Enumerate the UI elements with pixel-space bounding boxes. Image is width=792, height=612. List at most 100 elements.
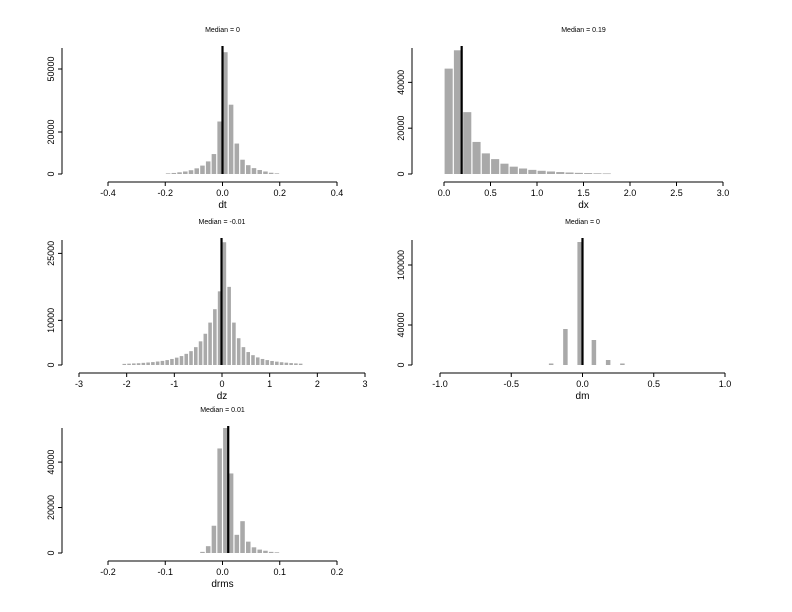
histogram-bar — [444, 68, 453, 174]
histogram-bar — [251, 547, 257, 553]
x-axis-title: dz — [217, 391, 228, 402]
histogram-bar — [205, 161, 211, 174]
x-tick-label: -0.4 — [100, 188, 116, 198]
histogram-bar — [265, 360, 270, 365]
histogram-bar — [183, 171, 188, 174]
x-axis-title: drms — [211, 579, 233, 590]
x-tick-label: 1.0 — [719, 379, 732, 389]
histogram-bar — [472, 141, 481, 174]
y-tick-label: 25000 — [46, 241, 56, 266]
x-tick-label: 0.0 — [576, 379, 589, 389]
histogram-bar — [251, 168, 257, 174]
histogram-bar — [234, 534, 240, 553]
x-tick-label: 3 — [362, 379, 367, 389]
x-tick-label: -3 — [75, 379, 83, 389]
x-tick-label: 0.2 — [273, 188, 286, 198]
histogram-bar — [257, 170, 262, 174]
histogram-bar — [170, 358, 174, 365]
histogram-panel-dm: -1.0 -0.5 0.0 0.5 1.0 dm 0 40000 100000 Median = … — [396, 219, 731, 402]
x-tick-label: 1.5 — [577, 188, 590, 198]
y-tick-label: 100000 — [396, 250, 406, 280]
histogram-bar — [165, 173, 171, 174]
histogram-bar — [289, 363, 293, 365]
histogram-bar — [223, 428, 228, 553]
histogram-bar — [620, 363, 625, 365]
histogram-bar — [132, 363, 136, 365]
histogram-bar — [453, 50, 462, 174]
histogram-bar — [200, 551, 205, 553]
y-tick-label: 40000 — [396, 70, 406, 95]
histogram-bar — [236, 338, 241, 365]
histogram-bar — [605, 360, 611, 365]
histogram-bar — [246, 165, 251, 174]
x-tick-label: 0.0 — [216, 188, 229, 198]
x-tick-label: 2.0 — [624, 188, 637, 198]
histogram-bar — [565, 172, 574, 174]
histogram-bar — [268, 172, 274, 174]
x-tick-label: 1.0 — [531, 188, 544, 198]
histogram-bar — [537, 170, 546, 174]
histogram-bar — [146, 362, 150, 365]
x-axis-title: dt — [218, 200, 227, 211]
histogram-bar — [211, 525, 217, 553]
histogram-bar — [584, 173, 593, 174]
panel-title: Median = -0.01 — [199, 219, 246, 226]
histogram-bar — [240, 521, 245, 553]
y-tick-label: 0 — [396, 362, 406, 367]
histogram-bar — [213, 309, 217, 365]
y-tick-label: 20000 — [46, 495, 56, 520]
histogram-bar — [255, 357, 260, 365]
histogram-bar — [127, 363, 131, 365]
x-tick-label: -0.2 — [157, 188, 173, 198]
histogram-bar — [509, 166, 518, 174]
histogram-bar — [274, 552, 280, 553]
histogram-bar — [222, 242, 227, 365]
panel-title: Median = 0.19 — [561, 27, 606, 34]
histogram-bar — [481, 153, 490, 174]
histogram-bar — [208, 322, 212, 365]
histogram-bar — [574, 172, 583, 174]
x-tick-label: -1.0 — [432, 379, 448, 389]
histogram-bar — [240, 159, 245, 174]
histogram-bar — [577, 242, 582, 365]
x-tick-label: -2 — [123, 379, 131, 389]
histogram-bar — [174, 357, 179, 365]
histogram-bar — [241, 347, 246, 365]
histogram-panel-drms: -0.2 -0.1 0.0 0.1 0.2 drms 0 20000 40000 Median =… — [46, 407, 343, 590]
x-tick-label: 3.0 — [717, 188, 730, 198]
histogram-bar — [294, 363, 298, 365]
histogram-panel-dt: -0.4 -0.2 0.0 0.2 0.4 dt 0 20000 50000 Median = 0 — [46, 27, 343, 211]
histogram-bar — [200, 165, 205, 174]
histogram-bar — [263, 171, 268, 174]
y-tick-label: 0 — [46, 550, 56, 555]
x-tick-label: 1 — [267, 379, 272, 389]
histogram-bar — [228, 104, 234, 174]
histogram-bar — [284, 362, 289, 365]
histogram-bar — [151, 362, 155, 365]
histogram-bar — [194, 168, 199, 174]
histogram-bar — [217, 121, 222, 174]
x-tick-label: 0.5 — [484, 188, 497, 198]
histogram-bar — [232, 322, 236, 365]
x-tick-label: -0.5 — [503, 379, 519, 389]
histogram-panel-dz: -3 -2 -1 0 1 2 3 dz 0 10000 25000 Median = -0.01 — [46, 219, 368, 402]
histogram-bar — [165, 360, 169, 365]
histogram-bar — [198, 341, 203, 365]
histogram-bar — [205, 546, 211, 553]
histogram-bar — [189, 351, 193, 365]
histogram-bar — [257, 549, 262, 553]
y-tick-label: 0 — [396, 171, 406, 176]
x-tick-label: 0.5 — [647, 379, 660, 389]
histogram-bar — [279, 362, 284, 365]
histogram-bar — [179, 356, 184, 365]
histogram-bar — [563, 329, 568, 365]
x-tick-label: 0.2 — [331, 567, 344, 577]
panel-title: Median = 0 — [205, 27, 240, 34]
histogram-bar — [177, 172, 182, 174]
histogram-bar — [528, 169, 537, 174]
histogram-bar — [591, 340, 597, 365]
histogram-bar — [136, 363, 141, 365]
histogram-bar — [203, 333, 208, 365]
histogram-bar — [227, 286, 231, 365]
histogram-bar — [188, 170, 194, 174]
